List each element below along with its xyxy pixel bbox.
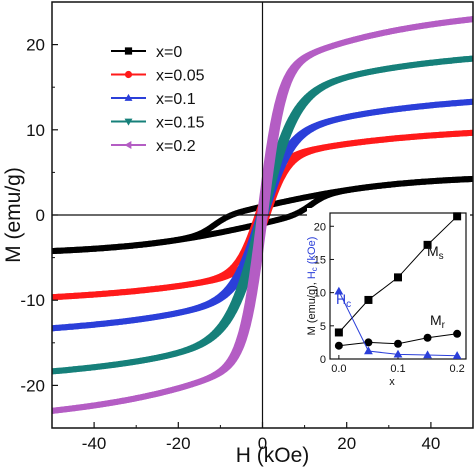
legend-item-x=0.2: x=0.2 — [111, 138, 196, 155]
y-tick-label: -10 — [20, 291, 45, 310]
x-tick-label: -40 — [82, 434, 107, 453]
legend-label: x=0 — [156, 44, 182, 61]
inset-marker-Mr — [453, 329, 462, 338]
x-axis-label: H (kOe) — [236, 444, 310, 467]
inset-y-axis-label: M (emu/g), Hc (kOe) — [306, 237, 319, 336]
inset-annotation-main: M — [430, 312, 442, 328]
inset-marker-Hc — [334, 286, 344, 295]
inset-marker-Hc — [423, 350, 432, 359]
inset-y-tick-label: 5 — [320, 321, 326, 333]
legend-label: x=0.15 — [156, 115, 205, 132]
inset-annotation-mr: Mr — [430, 312, 446, 331]
x-tick-label: 40 — [421, 434, 440, 453]
inset-y-tick-label: 10 — [314, 288, 326, 300]
legend-label: x=0.2 — [156, 138, 196, 155]
legend-item-x=0: x=0 — [111, 44, 182, 61]
inset-annotation-ms: Ms — [427, 243, 444, 262]
inset-annotation-sub: c — [346, 299, 351, 310]
inset-annotation-main: H — [336, 291, 346, 307]
x-tick-label: 0 — [258, 434, 267, 453]
legend-marker-triangle-left — [124, 141, 132, 149]
legend-label: x=0.05 — [156, 68, 205, 85]
legend-marker-triangle-up — [124, 93, 133, 101]
inset-y-tick-label: 0 — [320, 354, 326, 366]
y-tick-label: 0 — [36, 206, 45, 225]
y-tick-label: -20 — [20, 376, 45, 395]
inset-background — [307, 208, 470, 398]
inset-marker-Mr — [423, 333, 432, 342]
inset-y-axis-label-unit: (kOe) — [306, 237, 318, 268]
y-tick-label: 10 — [26, 121, 45, 140]
inset-marker-Hc — [364, 346, 373, 355]
inset-series-Hc — [334, 286, 462, 359]
inset-y-axis-label-h: H — [306, 271, 318, 279]
legend-item-x=0.15: x=0.15 — [111, 115, 205, 132]
inset-marker-Hc — [393, 349, 403, 358]
y-tick-label: 20 — [26, 36, 45, 55]
inset-marker-Ms — [334, 328, 343, 337]
main-plot-ticks: -40 -20 0 20 40 -20 -10 0 10 20 — [20, 1, 474, 453]
legend-marker-triangle-down — [124, 118, 133, 126]
inset-marker-Ms — [423, 240, 432, 249]
inset-annotation-sub: r — [442, 320, 446, 331]
inset-annotation-sub: s — [439, 251, 444, 262]
inset-marker-Ms — [394, 273, 402, 282]
inset-x-axis-label: x — [389, 376, 395, 388]
legend-item-x=0.05: x=0.05 — [111, 68, 205, 85]
inset-marker-Mr — [394, 339, 402, 348]
x-tick-label: 20 — [337, 434, 356, 453]
inset-annotation-main: M — [427, 243, 439, 259]
legend-item-x=0.1: x=0.1 — [111, 91, 196, 108]
legend: x=0 x=0.05 x=0.1 x=0.15 x=0.2 — [111, 44, 205, 155]
y-axis-label: M (emu/g) — [2, 167, 25, 263]
inset-marker-Ms — [364, 295, 373, 304]
axis-labels: H (kOe) M (emu/g) — [2, 167, 309, 467]
inset-x-tick-label: 0.1 — [390, 363, 405, 375]
legend-marker-square — [124, 47, 133, 55]
inset-y-tick-label: 15 — [314, 254, 326, 266]
inset-series-Mr — [334, 329, 462, 350]
inset-y-axis-label-m: M (emu/g), — [306, 279, 318, 335]
inset-marker-Mr — [364, 338, 373, 347]
inset-marker-Hc — [452, 351, 462, 359]
legend-label: x=0.1 — [156, 91, 196, 108]
legend-marker-circle — [124, 70, 133, 79]
inset-series-Ms — [334, 212, 462, 337]
inset-x-tick-label: 0.0 — [331, 363, 346, 375]
inset-y-axis-label-sub: c — [310, 267, 319, 271]
inset-x-tick-label: 0.2 — [449, 363, 464, 375]
inset-marker-Mr — [334, 341, 343, 350]
x-tick-label: -20 — [166, 434, 191, 453]
inset-marker-Ms — [453, 212, 462, 221]
inset-y-tick-label: 20 — [314, 221, 326, 233]
inset-annotation-hc: Hc — [336, 291, 351, 310]
